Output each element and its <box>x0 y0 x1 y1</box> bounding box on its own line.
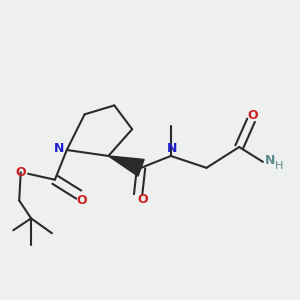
Text: N: N <box>265 154 276 167</box>
Text: O: O <box>15 166 26 179</box>
Text: O: O <box>76 194 87 207</box>
Text: N: N <box>54 142 64 155</box>
Text: H: H <box>274 161 283 171</box>
Text: O: O <box>247 109 258 122</box>
Text: O: O <box>137 193 148 206</box>
Text: N: N <box>167 142 178 155</box>
Polygon shape <box>108 156 144 176</box>
